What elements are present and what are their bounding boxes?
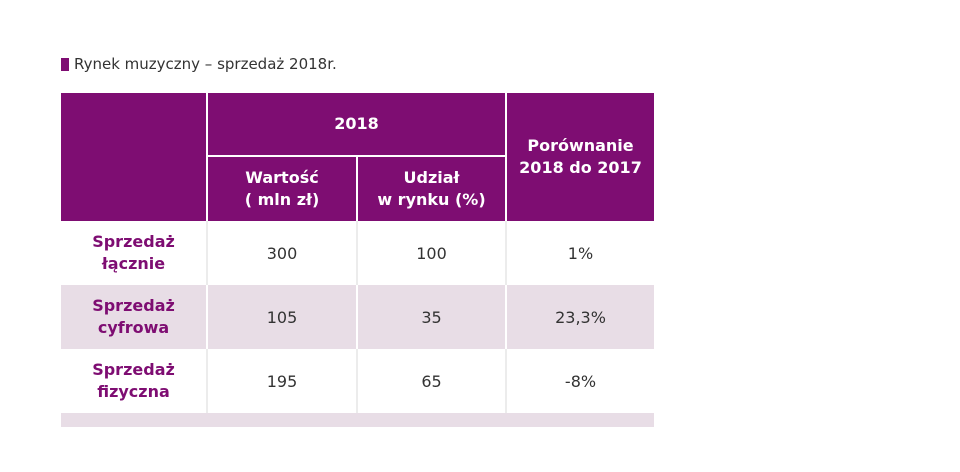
row-label-line1: Sprzedaż <box>92 360 175 379</box>
header-comparison-line2: 2018 do 2017 <box>519 158 642 177</box>
row-label-line2: fizyczna <box>97 382 170 401</box>
table-footer-bar <box>61 413 654 427</box>
row-label-line2: cyfrowa <box>97 318 170 337</box>
header-value-line1: Wartość <box>245 168 319 187</box>
cell-compare-total: 1% <box>505 221 654 285</box>
table-row-digital: Sprzedaż cyfrowa 105 35 23,3% <box>61 285 654 349</box>
header-year-text: 2018 <box>334 114 379 133</box>
row-label-line1: Sprzedaż <box>92 232 175 251</box>
table-row-physical: Sprzedaż fizyczna 195 65 -8% <box>61 349 654 413</box>
header-comparison: Porównanie 2018 do 2017 <box>505 93 654 221</box>
header-share: Udział w rynku (%) <box>356 156 506 221</box>
header-share-line1: Udział <box>403 168 460 187</box>
music-market-table-wrapper: 2018 Porównanie 2018 do 2017 Wartość ( m… <box>61 93 654 427</box>
cell-value-digital: 105 <box>206 285 357 349</box>
row-label-total: Sprzedaż łącznie <box>61 221 207 285</box>
cell-share-physical: 65 <box>356 349 506 413</box>
header-year-group: 2018 <box>206 93 506 157</box>
header-comparison-line1: Porównanie <box>527 136 634 155</box>
cell-share-digital: 35 <box>356 285 506 349</box>
row-label-line1: Sprzedaż <box>92 296 175 315</box>
cell-compare-digital: 23,3% <box>505 285 654 349</box>
row-label-physical: Sprzedaż fizyczna <box>61 349 207 413</box>
table-caption: Rynek muzyczny – sprzedaż 2018r. <box>61 54 337 74</box>
row-label-digital: Sprzedaż cyfrowa <box>61 285 207 349</box>
caption-text: Rynek muzyczny – sprzedaż 2018r. <box>74 55 337 73</box>
table-row-total: Sprzedaż łącznie 300 100 1% <box>61 221 654 285</box>
music-market-table: 2018 Porównanie 2018 do 2017 Wartość ( m… <box>61 93 654 413</box>
caption-bullet <box>61 57 69 71</box>
header-empty-cell <box>61 93 207 221</box>
header-share-line2: w rynku (%) <box>377 190 486 209</box>
header-value: Wartość ( mln zł) <box>206 156 357 221</box>
header-row-top: 2018 Porównanie 2018 do 2017 <box>61 93 654 221</box>
cell-compare-physical: -8% <box>505 349 654 413</box>
cell-value-total: 300 <box>206 221 357 285</box>
row-label-line2: łącznie <box>101 254 166 273</box>
cell-value-physical: 195 <box>206 349 357 413</box>
header-row-sub: Wartość ( mln zł) Udział w rynku (%) <box>61 156 654 221</box>
cell-share-total: 100 <box>356 221 506 285</box>
header-value-line2: ( mln zł) <box>244 190 320 209</box>
